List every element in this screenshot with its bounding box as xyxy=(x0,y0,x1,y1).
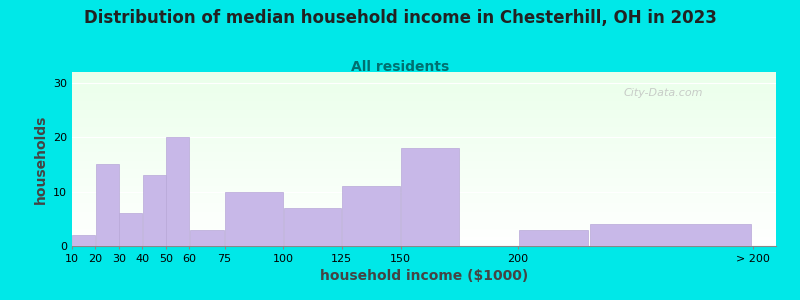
Bar xyxy=(96,164,118,246)
Bar xyxy=(225,192,282,246)
Text: All residents: All residents xyxy=(351,60,449,74)
Bar xyxy=(401,148,458,246)
Bar xyxy=(190,230,224,246)
Bar xyxy=(590,224,751,246)
Text: City-Data.com: City-Data.com xyxy=(624,88,703,98)
Bar xyxy=(518,230,587,246)
Bar xyxy=(72,235,95,246)
Y-axis label: households: households xyxy=(34,114,47,204)
Bar xyxy=(342,186,400,246)
Bar xyxy=(119,213,142,246)
Bar xyxy=(166,137,189,246)
Text: Distribution of median household income in Chesterhill, OH in 2023: Distribution of median household income … xyxy=(83,9,717,27)
Bar xyxy=(284,208,342,246)
X-axis label: household income ($1000): household income ($1000) xyxy=(320,269,528,283)
Bar xyxy=(142,175,166,246)
